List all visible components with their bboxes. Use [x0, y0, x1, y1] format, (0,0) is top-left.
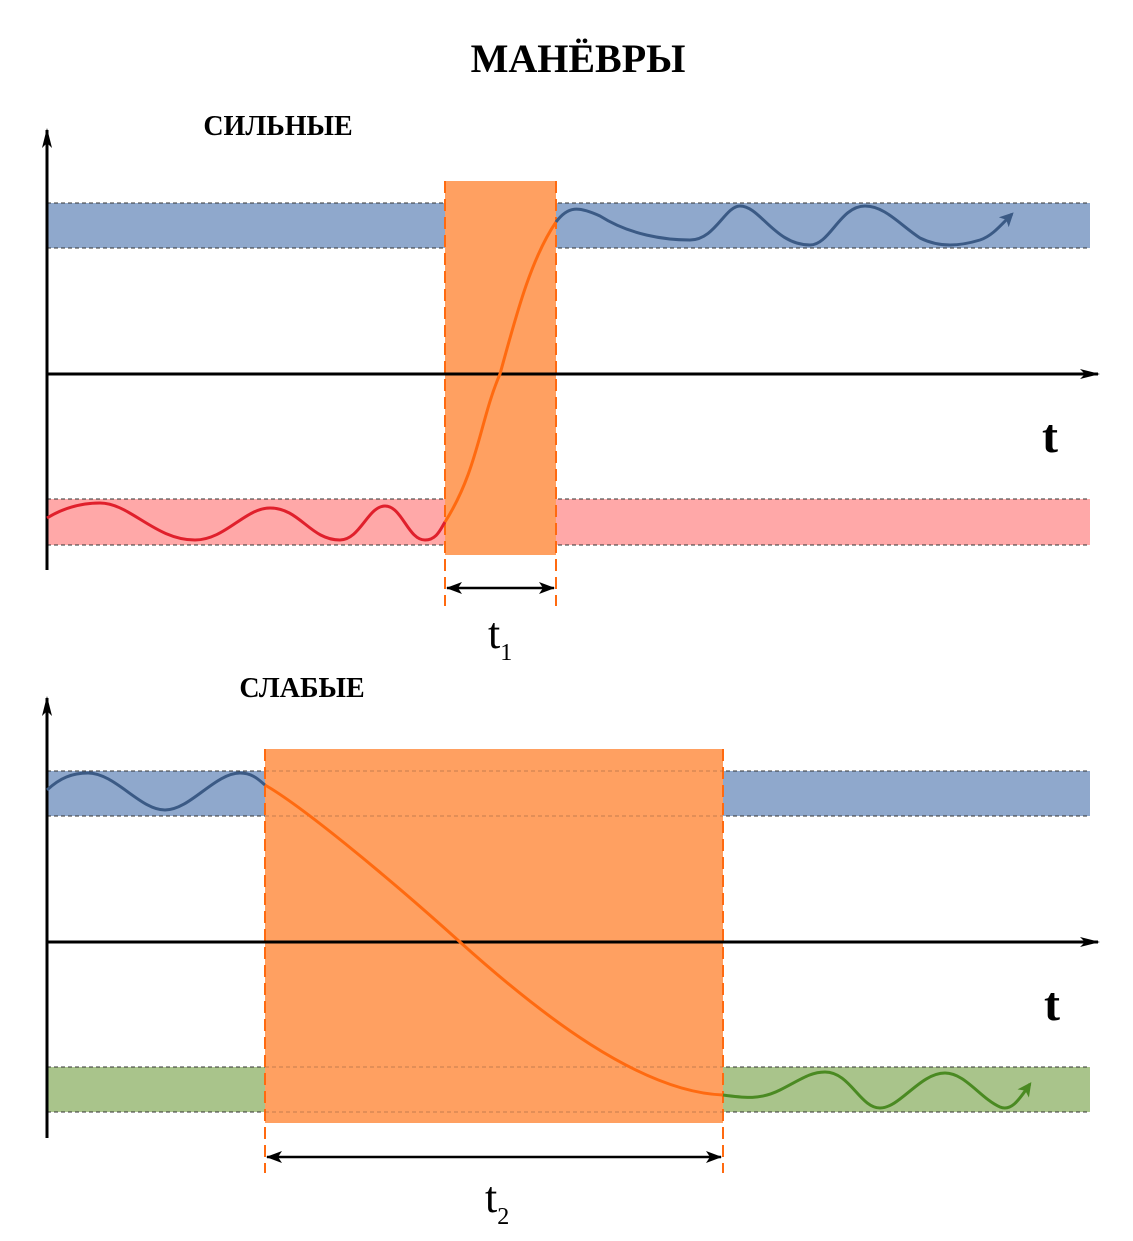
- x-axis-label: t: [1044, 978, 1060, 1031]
- maneuver-window: [265, 749, 723, 1123]
- transition-curve: [264, 783, 724, 1097]
- transition-curve: [443, 221, 558, 523]
- x-axis-label: t: [1042, 410, 1058, 463]
- duration-label: t1: [488, 609, 512, 666]
- final-state-curve: [722, 1070, 1032, 1110]
- panel-label-strong: СИЛЬНЫЕ: [203, 111, 352, 142]
- panel-label-weak: СЛАБЫЕ: [239, 673, 364, 704]
- lower-band: [47, 499, 1090, 545]
- panel-strong: СИЛЬНЫЕ t t1: [42, 111, 1100, 666]
- initial-state-curve: [45, 771, 266, 812]
- diagram-title: МАНЁВРЫ: [471, 36, 686, 81]
- duration-label: t2: [485, 1173, 509, 1230]
- initial-state-curve: [46, 501, 447, 542]
- panel-weak: СЛАБЫЕ t t2: [42, 673, 1100, 1230]
- final-state-curve: [554, 204, 1014, 247]
